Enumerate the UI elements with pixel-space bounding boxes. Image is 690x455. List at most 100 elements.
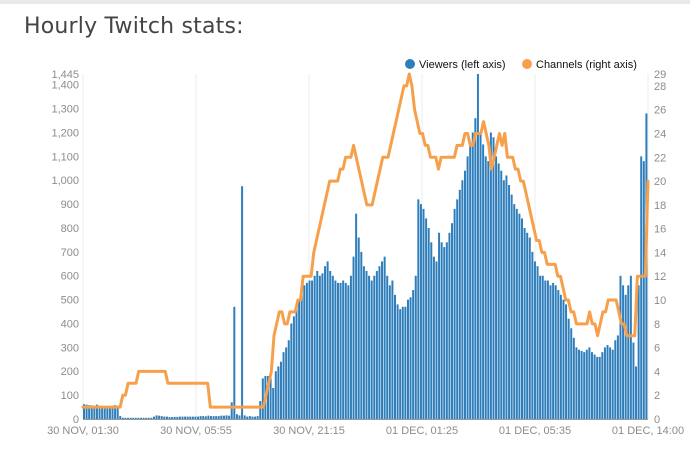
- viewer-bar: [121, 417, 124, 419]
- right-tick-label: 22: [654, 152, 666, 164]
- viewer-bar: [129, 417, 132, 419]
- viewer-bar: [585, 349, 588, 419]
- right-tick-label: 18: [654, 200, 666, 212]
- viewer-bar: [425, 218, 428, 419]
- viewer-bar: [510, 194, 513, 419]
- viewer-bar: [427, 228, 430, 419]
- viewer-bar: [453, 208, 456, 419]
- legend-viewers-label[interactable]: Viewers (left axis): [419, 59, 506, 71]
- viewer-bar: [254, 416, 257, 419]
- legend-channels-marker[interactable]: [522, 59, 532, 69]
- viewer-bar: [619, 275, 622, 419]
- viewer-bar: [544, 280, 547, 419]
- viewer-bar: [212, 416, 215, 419]
- viewer-bar: [329, 270, 332, 419]
- viewer-bar: [557, 290, 560, 419]
- viewer-bar: [339, 282, 342, 419]
- viewer-bar: [406, 299, 409, 419]
- viewer-bar: [513, 204, 516, 419]
- right-tick-label: 12: [654, 271, 666, 283]
- viewer-bar: [609, 347, 612, 419]
- viewer-bar: [417, 199, 420, 419]
- viewer-bar: [173, 416, 176, 419]
- viewer-bar: [492, 137, 495, 419]
- viewer-bar: [368, 275, 371, 419]
- viewer-bar: [409, 297, 412, 419]
- legend-channels-label[interactable]: Channels (right axis): [536, 59, 637, 71]
- viewer-bar: [184, 416, 187, 419]
- viewer-bar: [443, 247, 446, 419]
- viewer-bar: [508, 185, 511, 419]
- viewer-bar: [412, 290, 415, 419]
- right-tick-label: 16: [654, 224, 666, 236]
- left-tick-label: 1,400: [51, 80, 79, 92]
- left-tick-label: 1,200: [51, 127, 79, 139]
- viewer-bar: [222, 415, 225, 419]
- viewer-bar: [572, 337, 575, 419]
- viewer-bar: [108, 406, 111, 419]
- viewer-bar: [448, 232, 451, 419]
- top-bar: [0, 0, 690, 4]
- viewer-bar: [316, 270, 319, 419]
- viewer-bar: [334, 280, 337, 419]
- viewer-bar: [598, 356, 601, 419]
- viewer-bar: [469, 142, 472, 420]
- viewer-bar: [215, 416, 218, 419]
- viewer-bar: [355, 213, 358, 419]
- viewer-bar: [614, 340, 617, 419]
- viewer-bar: [186, 416, 189, 419]
- viewer-bar: [181, 416, 184, 419]
- viewer-bar: [518, 213, 521, 419]
- viewer-bar: [590, 352, 593, 419]
- viewer-bar: [217, 416, 220, 419]
- viewer-bar: [627, 285, 630, 419]
- viewer-bar: [479, 132, 482, 420]
- viewer-bar: [505, 175, 508, 419]
- viewer-bar: [381, 261, 384, 419]
- viewer-bar: [497, 163, 500, 419]
- viewer-bar: [562, 299, 565, 419]
- viewer-bar: [88, 405, 91, 419]
- viewer-bar: [388, 285, 391, 419]
- x-tick-label: 01 DEC, 14:00: [612, 425, 684, 437]
- viewer-bar: [523, 228, 526, 419]
- viewer-bar: [552, 282, 555, 419]
- viewer-bar: [145, 417, 148, 419]
- viewer-bar: [295, 304, 298, 419]
- viewer-bar: [83, 404, 85, 419]
- viewer-bar: [95, 404, 98, 419]
- viewer-bar: [243, 415, 246, 419]
- viewer-bar: [533, 261, 536, 419]
- viewer-bar: [230, 402, 233, 419]
- viewer-bar: [458, 189, 461, 419]
- viewer-bar: [116, 405, 119, 419]
- viewer-bar: [603, 347, 606, 419]
- viewer-bar: [445, 242, 448, 419]
- viewer-bar: [430, 242, 433, 419]
- viewer-bar: [484, 156, 487, 419]
- right-tick-label: 10: [654, 295, 666, 307]
- viewer-bar: [274, 371, 277, 419]
- viewer-bar: [456, 199, 459, 419]
- viewer-bar: [399, 309, 402, 419]
- viewer-bar: [103, 406, 106, 419]
- viewer-bar: [396, 304, 399, 419]
- viewer-bar: [189, 416, 192, 419]
- left-tick-label: 400: [61, 318, 79, 330]
- legend-viewers-marker[interactable]: [405, 59, 415, 69]
- viewer-bar: [461, 180, 464, 419]
- viewer-bar: [344, 282, 347, 419]
- viewer-bar: [476, 74, 479, 419]
- viewer-bar: [298, 299, 301, 419]
- viewer-bar: [489, 132, 492, 420]
- viewer-bar: [300, 294, 303, 419]
- viewer-bar: [241, 186, 244, 419]
- viewer-bar: [575, 347, 578, 419]
- viewer-bar: [386, 275, 389, 419]
- x-tick-label: 01 DEC, 05:35: [499, 425, 571, 437]
- viewer-bar: [106, 406, 109, 419]
- right-tick-label: 24: [654, 128, 666, 140]
- viewer-bar: [111, 405, 114, 419]
- viewer-bar: [326, 261, 329, 419]
- viewer-bar: [259, 401, 262, 419]
